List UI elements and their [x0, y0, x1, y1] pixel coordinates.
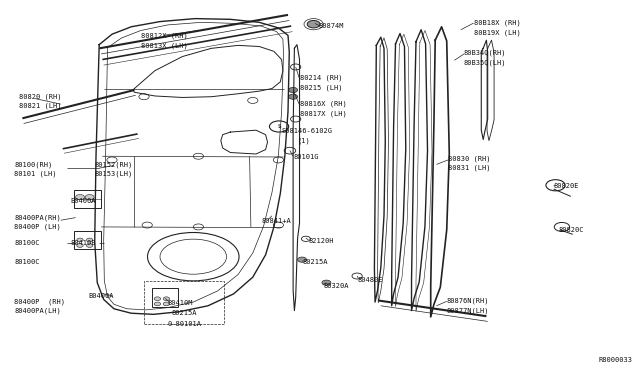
Text: 80817X (LH): 80817X (LH) [300, 110, 346, 117]
Text: 80400PA(RH): 80400PA(RH) [14, 214, 61, 221]
Text: S: S [277, 124, 281, 129]
Bar [74, 190, 101, 208]
Circle shape [154, 302, 161, 306]
Text: 80215A: 80215A [172, 310, 197, 316]
Text: 80813X (LH): 80813X (LH) [141, 42, 188, 49]
Text: 80820 (RH): 80820 (RH) [19, 93, 61, 100]
Circle shape [289, 94, 298, 99]
Text: 80820C: 80820C [558, 227, 584, 233]
Text: 80B34Q(RH): 80B34Q(RH) [464, 49, 506, 56]
Circle shape [289, 87, 298, 93]
Text: 80B35Q(LH): 80B35Q(LH) [464, 59, 506, 66]
Circle shape [77, 238, 83, 242]
Text: 80816X (RH): 80816X (RH) [300, 101, 346, 108]
Circle shape [154, 297, 161, 301]
Bar [144, 281, 224, 324]
Text: 80400P  (RH): 80400P (RH) [14, 298, 65, 305]
Circle shape [307, 20, 320, 28]
Text: B0400A: B0400A [70, 198, 96, 204]
Text: 80B18X (RH): 80B18X (RH) [474, 19, 520, 26]
Text: 80101 (LH): 80101 (LH) [14, 171, 56, 177]
Circle shape [76, 195, 84, 200]
Bar [74, 231, 101, 249]
Text: 80480E: 80480E [357, 277, 383, 283]
Text: 80841+A: 80841+A [261, 218, 291, 224]
Circle shape [85, 195, 94, 200]
Text: S08146-6102G: S08146-6102G [282, 128, 333, 134]
Text: (1): (1) [298, 137, 310, 144]
Text: 80153(LH): 80153(LH) [95, 171, 133, 177]
Text: 80410B: 80410B [70, 240, 96, 246]
Text: R8000033: R8000033 [598, 357, 632, 363]
Text: 80812X (RH): 80812X (RH) [141, 32, 188, 39]
Text: 80100C: 80100C [14, 259, 40, 265]
Text: 80874M: 80874M [319, 23, 344, 29]
Circle shape [322, 280, 331, 285]
Text: 80214 (RH): 80214 (RH) [300, 75, 342, 81]
Text: 80400P (LH): 80400P (LH) [14, 224, 61, 230]
Text: 80830 (RH): 80830 (RH) [448, 156, 490, 163]
Circle shape [298, 257, 307, 262]
Text: 80877N(LH): 80877N(LH) [447, 307, 489, 314]
Text: 82120H: 82120H [308, 238, 334, 244]
Text: 80100C: 80100C [14, 240, 40, 246]
Text: 80152(RH): 80152(RH) [95, 161, 133, 168]
Bar [152, 288, 178, 307]
Text: 0-80101A: 0-80101A [168, 321, 202, 327]
Circle shape [163, 302, 170, 306]
Text: 80215 (LH): 80215 (LH) [300, 84, 342, 91]
Text: 80101G: 80101G [293, 154, 319, 160]
Text: 80831 (LH): 80831 (LH) [448, 165, 490, 171]
Circle shape [86, 244, 93, 247]
Circle shape [86, 238, 93, 242]
Circle shape [77, 244, 83, 247]
Circle shape [163, 297, 170, 301]
Text: 80821 (LH): 80821 (LH) [19, 103, 61, 109]
Text: 80215A: 80215A [302, 259, 328, 265]
Text: 80320A: 80320A [323, 283, 349, 289]
Text: 80410M: 80410M [168, 300, 193, 306]
Text: 80400PA(LH): 80400PA(LH) [14, 307, 61, 314]
Text: 80876N(RH): 80876N(RH) [447, 297, 489, 304]
Text: 80B19X (LH): 80B19X (LH) [474, 29, 520, 36]
Text: 80100(RH): 80100(RH) [14, 161, 52, 168]
Text: 80820E: 80820E [554, 183, 579, 189]
Text: B0400A: B0400A [88, 293, 114, 299]
